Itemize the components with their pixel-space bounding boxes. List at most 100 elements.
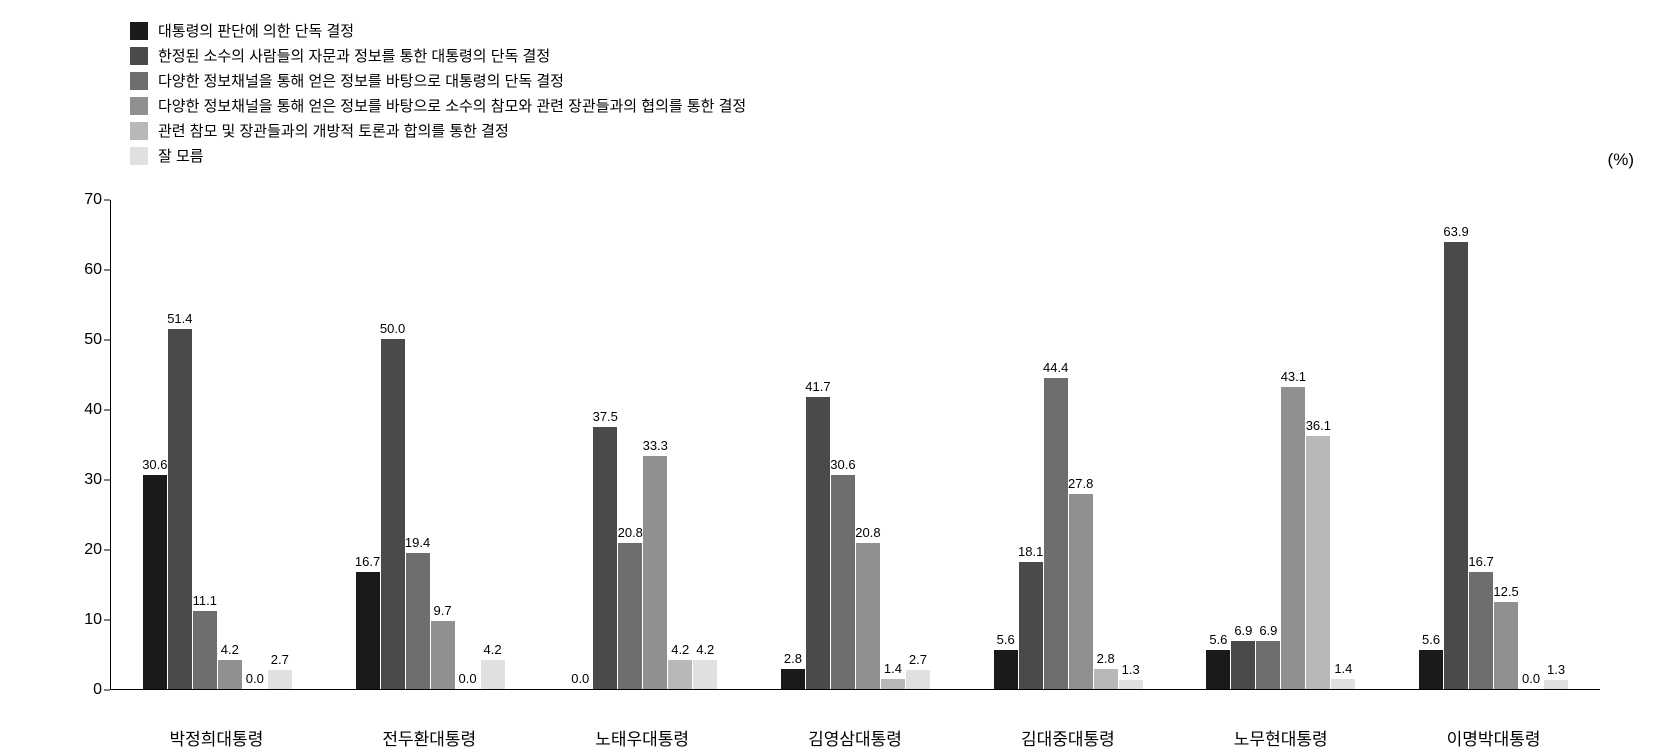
bar: 2.7	[906, 670, 930, 689]
bar: 4.2	[218, 660, 242, 689]
chart-area: 010203040506070 30.651.411.14.20.02.716.…	[70, 200, 1610, 720]
bar-value-label: 0.0	[459, 671, 477, 686]
legend-swatch	[130, 47, 148, 65]
x-axis-label: 김대중대통령	[961, 725, 1174, 750]
bar: 43.1	[1281, 387, 1305, 689]
legend-swatch	[130, 122, 148, 140]
bar-group: 0.037.520.833.34.24.2	[568, 427, 717, 690]
legend-item: 대통령의 판단에 의한 단독 결정	[130, 20, 746, 41]
bar: 30.6	[831, 475, 855, 689]
bar-value-label: 1.3	[1547, 662, 1565, 677]
y-tick-label: 50	[84, 331, 102, 349]
bar-value-label: 11.1	[193, 593, 217, 608]
bar: 4.2	[481, 660, 505, 689]
bar: 30.6	[143, 475, 167, 689]
bar: 6.9	[1231, 641, 1255, 689]
bar-value-label: 0.0	[1522, 671, 1540, 686]
legend-label: 한정된 소수의 사람들의 자문과 정보를 통한 대통령의 단독 결정	[158, 45, 550, 66]
legend-swatch	[130, 147, 148, 165]
bar-value-label: 16.7	[1468, 554, 1493, 569]
bar: 5.6	[994, 650, 1018, 689]
bar-value-label: 50.0	[380, 321, 405, 336]
legend-label: 대통령의 판단에 의한 단독 결정	[158, 20, 354, 41]
bar: 20.8	[856, 543, 880, 689]
bar-value-label: 2.7	[909, 652, 927, 667]
legend-label: 다양한 정보채널을 통해 얻은 정보를 바탕으로 대통령의 단독 결정	[158, 70, 564, 91]
bar: 2.8	[781, 669, 805, 689]
bar-value-label: 18.1	[1018, 544, 1043, 559]
chart-legend: 대통령의 판단에 의한 단독 결정한정된 소수의 사람들의 자문과 정보를 통한…	[130, 20, 746, 170]
bar-value-label: 44.4	[1043, 360, 1068, 375]
bar: 19.4	[406, 553, 430, 689]
y-tick-label: 30	[84, 471, 102, 489]
bar: 36.1	[1306, 436, 1330, 689]
plot-area: 30.651.411.14.20.02.716.750.019.49.70.04…	[110, 200, 1600, 690]
bar-value-label: 63.9	[1443, 224, 1468, 239]
bar: 12.5	[1494, 602, 1518, 690]
bar-value-label: 5.6	[997, 632, 1015, 647]
bar-value-label: 16.7	[355, 554, 380, 569]
y-tick-label: 0	[93, 681, 102, 699]
legend-swatch	[130, 72, 148, 90]
x-axis-labels: 박정희대통령전두환대통령노태우대통령김영삼대통령김대중대통령노무현대통령이명박대…	[110, 725, 1600, 750]
bar: 5.6	[1206, 650, 1230, 689]
bar-group: 16.750.019.49.70.04.2	[356, 339, 505, 689]
bar: 50.0	[381, 339, 405, 689]
y-axis: 010203040506070	[70, 200, 110, 720]
bar-group: 5.66.96.943.136.11.4	[1206, 387, 1355, 689]
bar: 4.2	[668, 660, 692, 689]
bar: 6.9	[1256, 641, 1280, 689]
bar: 2.7	[268, 670, 292, 689]
bar-value-label: 36.1	[1306, 418, 1331, 433]
bar-group: 5.618.144.427.82.81.3	[994, 378, 1143, 689]
legend-swatch	[130, 22, 148, 40]
bar: 2.8	[1094, 669, 1118, 689]
y-tick-label: 40	[84, 401, 102, 419]
legend-item: 잘 모름	[130, 145, 746, 166]
bar: 1.4	[881, 679, 905, 689]
bar-value-label: 19.4	[405, 535, 430, 550]
legend-label: 다양한 정보채널을 통해 얻은 정보를 바탕으로 소수의 참모와 관련 장관들과…	[158, 95, 746, 116]
bar-value-label: 2.8	[784, 651, 802, 666]
bar: 4.2	[693, 660, 717, 689]
x-axis-label: 노무현대통령	[1174, 725, 1387, 750]
bar-group: 30.651.411.14.20.02.7	[143, 329, 292, 689]
legend-swatch	[130, 97, 148, 115]
legend-item: 다양한 정보채널을 통해 얻은 정보를 바탕으로 대통령의 단독 결정	[130, 70, 746, 91]
bar-value-label: 20.8	[855, 525, 880, 540]
bar-value-label: 1.3	[1122, 662, 1140, 677]
bar: 44.4	[1044, 378, 1068, 689]
bar: 9.7	[431, 621, 455, 689]
bar-value-label: 2.7	[271, 652, 289, 667]
bar-value-label: 4.2	[696, 642, 714, 657]
bar: 1.4	[1331, 679, 1355, 689]
legend-item: 다양한 정보채널을 통해 얻은 정보를 바탕으로 소수의 참모와 관련 장관들과…	[130, 95, 746, 116]
bar-value-label: 37.5	[593, 409, 618, 424]
bar: 16.7	[356, 572, 380, 689]
x-axis-label: 노태우대통령	[536, 725, 749, 750]
bar-value-label: 6.9	[1259, 623, 1277, 638]
bar-groups: 30.651.411.14.20.02.716.750.019.49.70.04…	[111, 200, 1600, 689]
legend-label: 잘 모름	[158, 145, 204, 166]
bar: 37.5	[593, 427, 617, 690]
legend-item: 한정된 소수의 사람들의 자문과 정보를 통한 대통령의 단독 결정	[130, 45, 746, 66]
bar-group: 2.841.730.620.81.42.7	[781, 397, 930, 689]
bar-value-label: 4.2	[221, 642, 239, 657]
y-tick-label: 70	[84, 191, 102, 209]
bar: 1.3	[1119, 680, 1143, 689]
bar-value-label: 27.8	[1068, 476, 1093, 491]
bar: 63.9	[1444, 242, 1468, 689]
x-axis-label: 전두환대통령	[323, 725, 536, 750]
bar: 27.8	[1069, 494, 1093, 689]
bar: 33.3	[643, 456, 667, 689]
bar-value-label: 5.6	[1209, 632, 1227, 647]
y-tick-label: 60	[84, 261, 102, 279]
bar-value-label: 9.7	[434, 603, 452, 618]
bar-group: 5.663.916.712.50.01.3	[1419, 242, 1568, 689]
bar: 5.6	[1419, 650, 1443, 689]
bar-value-label: 12.5	[1493, 584, 1518, 599]
bar: 18.1	[1019, 562, 1043, 689]
bar-value-label: 5.6	[1422, 632, 1440, 647]
bar: 41.7	[806, 397, 830, 689]
bar: 51.4	[168, 329, 192, 689]
